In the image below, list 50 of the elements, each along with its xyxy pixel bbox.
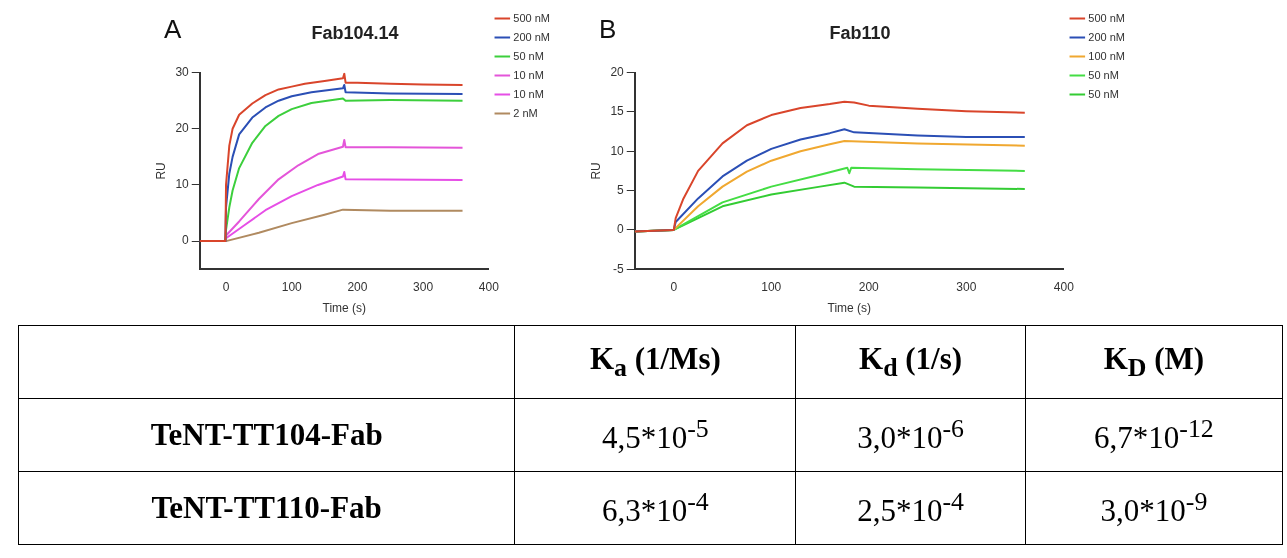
legend-label: 50 nM (1088, 87, 1119, 100)
y-tick-label: 10 (610, 143, 625, 158)
category-label: TeNT-TT104-Fab (150, 417, 383, 452)
x-axis-title: Time (s) (322, 301, 367, 316)
legend-label: 10 nM (513, 68, 544, 81)
legend-label: 200 nM (1088, 30, 1126, 43)
category-label: K$_{D}$ (M) (1025, 325, 1283, 399)
text: 2,5*10$^{-4}$ (857, 486, 964, 529)
y-tick-label: 15 (610, 104, 625, 119)
y-tick-label: 20 (610, 64, 625, 79)
text: 4,5*10$^{-5}$ (601, 413, 709, 456)
text: 6,3*10$^{-4}$ (601, 486, 709, 529)
legend-label: 500 nM (513, 11, 551, 24)
legend-label: 2 nM (513, 106, 538, 119)
text: 3,0*10$^{-9}$ (1100, 486, 1208, 529)
text: B (599, 14, 617, 45)
y-axis-title: RU (153, 162, 168, 180)
legend-label: 500 nM (1088, 11, 1126, 24)
text: 3,0*10$^{-6}$ (857, 413, 964, 456)
text: A (164, 14, 182, 45)
legend-label: 50 nM (513, 49, 544, 62)
y-tick-label: 5 (617, 182, 625, 197)
x-tick-label: 300 (956, 279, 977, 294)
legend-label: 100 nM (1088, 49, 1126, 62)
x-tick-label: 400 (1053, 279, 1075, 294)
y-tick-label: -5 (613, 261, 625, 276)
y-tick-label: 30 (175, 64, 190, 79)
legend-label: 200 nM (513, 30, 551, 43)
chart-title: Fab110 (829, 22, 891, 43)
x-tick-label: 100 (281, 279, 303, 294)
x-tick-label: 0 (222, 279, 230, 294)
x-tick-label: 0 (670, 279, 678, 294)
x-axis-title: Time (s) (827, 301, 872, 316)
y-tick-label: 0 (182, 233, 190, 248)
legend-label: 10 nM (513, 87, 544, 100)
category-label: K$_{d}$ (1/s) (795, 325, 1026, 399)
text: 6,7*10$^{-12}$ (1094, 413, 1214, 456)
x-tick-label: 200 (858, 279, 880, 294)
chart-title: Fab104.14 (311, 22, 399, 43)
y-tick-label: 10 (175, 177, 190, 192)
x-tick-label: 400 (478, 279, 500, 294)
x-tick-label: 300 (413, 279, 434, 294)
y-tick-label: 20 (175, 121, 190, 136)
legend-label: 50 nM (1088, 68, 1119, 81)
category-label: K$_{a}$ (1/Ms) (514, 325, 796, 399)
x-tick-label: 200 (347, 279, 368, 294)
y-axis-title: RU (588, 162, 603, 180)
category-label: TeNT-TT110-Fab (151, 490, 382, 525)
x-tick-label: 100 (761, 279, 782, 294)
y-tick-label: 0 (617, 222, 625, 237)
